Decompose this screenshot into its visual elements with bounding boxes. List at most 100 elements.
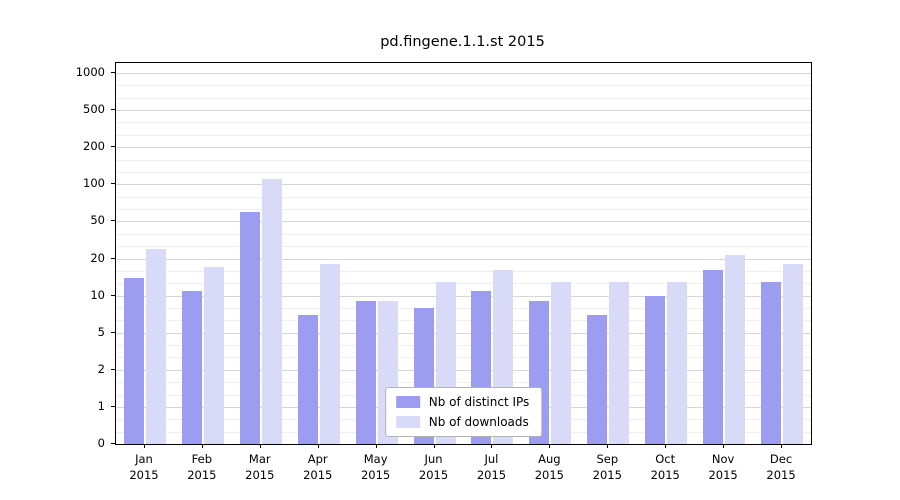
y-tick-label: 2 <box>97 361 105 376</box>
x-tick-label-jun: Jun 2015 <box>418 452 449 482</box>
gridline-minor <box>116 196 811 198</box>
x-tick-label-jul: Jul 2015 <box>476 452 507 482</box>
bar-sep-distinct-ips <box>587 314 608 444</box>
y-tick-mark <box>111 220 115 222</box>
legend-swatch-distinct-ips-icon <box>395 396 420 408</box>
y-tick-mark <box>111 368 115 370</box>
bar-dec-distinct-ips <box>761 281 782 444</box>
chart-title: pd.fingene.1.1.st 2015 <box>380 34 545 50</box>
bar-nov-distinct-ips <box>703 270 724 444</box>
legend-entry-distinct-ips: Nb of distinct IPs <box>395 395 530 409</box>
x-tick-label-aug: Aug 2015 <box>534 452 564 482</box>
gridline-major <box>116 332 811 334</box>
y-tick-label: 200 <box>83 139 105 154</box>
y-tick-label: 1 <box>97 398 105 413</box>
x-tick-mark <box>549 444 551 448</box>
x-tick-mark <box>259 444 261 448</box>
bar-oct-downloads <box>667 281 688 444</box>
x-tick-mark <box>375 444 377 448</box>
y-tick-mark <box>111 109 115 111</box>
gridline-minor <box>116 246 811 248</box>
gridline-minor <box>116 270 811 272</box>
y-tick-mark <box>111 405 115 407</box>
x-tick-mark <box>317 444 319 448</box>
bar-oct-distinct-ips <box>645 295 666 444</box>
gridline-major <box>116 295 811 297</box>
x-tick-label-oct: Oct 2015 <box>650 452 680 482</box>
bar-aug-downloads <box>551 281 572 444</box>
y-tick-mark <box>111 294 115 296</box>
x-tick-label-may: May 2015 <box>360 452 391 482</box>
x-tick-mark <box>665 444 667 448</box>
x-tick-mark <box>433 444 435 448</box>
x-tick-label-jan: Jan 2015 <box>129 452 159 482</box>
bar-nov-downloads <box>725 254 746 444</box>
x-tick-mark <box>143 444 145 448</box>
legend-label-downloads: Nb of downloads <box>428 415 529 429</box>
plot-area: Nb of distinct IPs Nb of downloads <box>115 62 812 445</box>
gridline-minor <box>116 171 811 173</box>
bar-apr-distinct-ips <box>297 314 318 444</box>
bar-feb-distinct-ips <box>181 290 202 444</box>
bar-may-distinct-ips <box>355 301 376 444</box>
bar-sep-downloads <box>609 281 630 444</box>
gridline-minor <box>116 122 811 124</box>
y-tick-mark <box>111 443 115 444</box>
x-tick-label-mar: Mar 2015 <box>245 452 275 482</box>
gridline-minor <box>116 209 811 211</box>
y-tick-label: 5 <box>97 324 105 339</box>
gridline-minor <box>116 345 811 347</box>
x-tick-label-apr: Apr 2015 <box>303 452 333 482</box>
gridline-major <box>116 110 811 112</box>
legend-swatch-downloads-icon <box>395 416 420 428</box>
bar-feb-downloads <box>203 267 224 444</box>
gridline-minor <box>116 307 811 309</box>
gridline-minor <box>116 134 811 136</box>
y-tick-mark <box>111 331 115 333</box>
bar-jan-distinct-ips <box>123 277 144 444</box>
gridline-minor <box>116 382 811 384</box>
gridline-major <box>116 258 811 260</box>
y-tick-label: 500 <box>83 102 105 117</box>
x-tick-label-dec: Dec 2015 <box>766 452 796 482</box>
legend-entry-downloads: Nb of downloads <box>395 415 530 429</box>
gridline-minor <box>116 320 811 322</box>
legend: Nb of distinct IPs Nb of downloads <box>384 387 543 437</box>
gridline-minor <box>116 283 811 285</box>
y-tick-mark <box>111 183 115 185</box>
y-tick-mark <box>111 257 115 259</box>
gridline-major <box>116 369 811 371</box>
gridline-major <box>116 221 811 223</box>
legend-label-distinct-ips: Nb of distinct IPs <box>428 395 530 409</box>
y-tick-mark <box>111 146 115 148</box>
y-tick-label: 10 <box>90 287 105 302</box>
bar-mar-distinct-ips <box>239 211 260 444</box>
x-tick-mark <box>491 444 493 448</box>
y-tick-label: 1000 <box>75 65 105 79</box>
y-tick-mark <box>111 72 115 73</box>
x-tick-mark <box>607 444 609 448</box>
x-tick-label-nov: Nov 2015 <box>708 452 738 482</box>
y-tick-label: 0 <box>97 436 105 450</box>
x-tick-mark <box>781 444 783 448</box>
gridline-minor <box>116 97 811 99</box>
x-tick-label-sep: Sep 2015 <box>592 452 622 482</box>
y-tick-label: 20 <box>90 250 105 265</box>
bar-mar-downloads <box>261 179 282 444</box>
gridline-major <box>116 147 811 149</box>
y-tick-label: 100 <box>83 176 105 191</box>
gridline-minor <box>116 233 811 235</box>
gridline-major <box>116 184 811 186</box>
gridline-major <box>116 73 811 74</box>
gridline-minor <box>116 85 811 87</box>
x-tick-mark <box>723 444 725 448</box>
bar-dec-downloads <box>783 264 804 444</box>
gridline-minor <box>116 357 811 359</box>
gridline-minor <box>116 159 811 161</box>
bar-apr-downloads <box>319 264 340 444</box>
x-tick-label-feb: Feb 2015 <box>187 452 217 482</box>
y-tick-label: 50 <box>90 213 105 228</box>
bar-jan-downloads <box>145 249 166 444</box>
x-tick-mark <box>201 444 203 448</box>
